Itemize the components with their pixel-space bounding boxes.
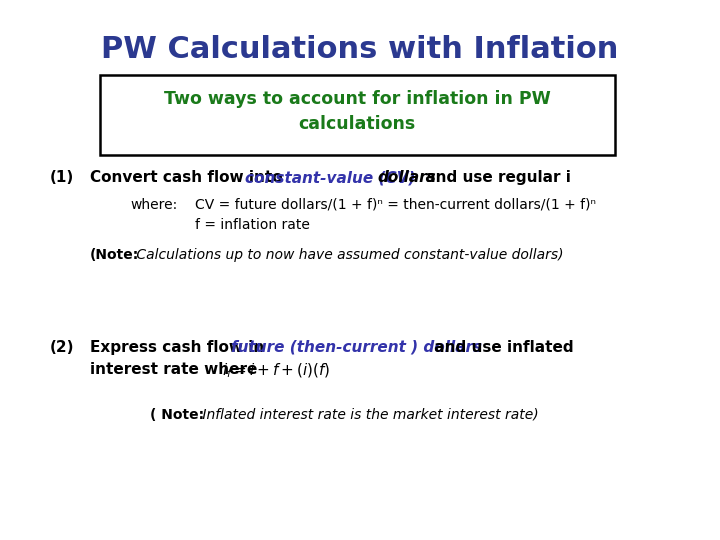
Text: Express cash flow in: Express cash flow in [90, 340, 269, 355]
Text: ©McGraw Hill Education.: ©McGraw Hill Education. [7, 522, 121, 531]
Text: where:: where: [130, 198, 177, 212]
Text: and use inflated: and use inflated [429, 340, 574, 355]
Text: and use regular i: and use regular i [420, 170, 571, 185]
Text: (1): (1) [50, 170, 74, 185]
Text: dollars: dollars [377, 170, 436, 185]
Text: Inflated interest rate is the market interest rate): Inflated interest rate is the market int… [198, 408, 539, 422]
Text: (Note:: (Note: [90, 248, 139, 262]
Text: CV = future dollars/(1 + f)ⁿ = then-current dollars/(1 + f)ⁿ: CV = future dollars/(1 + f)ⁿ = then-curr… [195, 198, 596, 212]
Text: (2): (2) [50, 340, 74, 355]
Text: constant-value (CV): constant-value (CV) [245, 170, 420, 185]
Text: Convert cash flow into: Convert cash flow into [90, 170, 288, 185]
Text: ( Note:: ( Note: [150, 408, 204, 422]
Text: f = inflation rate: f = inflation rate [195, 218, 310, 232]
Text: $i_f = i + f + (i)(f)$: $i_f = i + f + (i)(f)$ [222, 362, 330, 380]
Text: Calculations up to now have assumed constant-value dollars): Calculations up to now have assumed cons… [132, 248, 564, 262]
Bar [100, 75, 615, 155]
Text: PW Calculations with Inflation: PW Calculations with Inflation [102, 35, 618, 64]
Text: interest rate where: interest rate where [90, 362, 263, 377]
Text: future (then-current ) dollars: future (then-current ) dollars [231, 340, 482, 355]
Text: Two ways to account for inflation in PW: Two ways to account for inflation in PW [163, 90, 550, 108]
Text: calculations: calculations [298, 115, 415, 133]
